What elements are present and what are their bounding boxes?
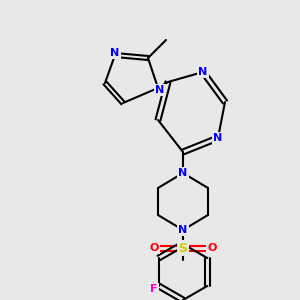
- Text: N: N: [110, 48, 120, 58]
- Text: N: N: [178, 225, 188, 235]
- Text: O: O: [149, 243, 159, 253]
- Text: N: N: [198, 67, 208, 77]
- Text: S: S: [178, 242, 188, 254]
- Text: N: N: [213, 133, 223, 143]
- Text: O: O: [207, 243, 217, 253]
- Text: F: F: [150, 284, 158, 294]
- Text: N: N: [155, 85, 165, 95]
- Text: N: N: [178, 168, 188, 178]
